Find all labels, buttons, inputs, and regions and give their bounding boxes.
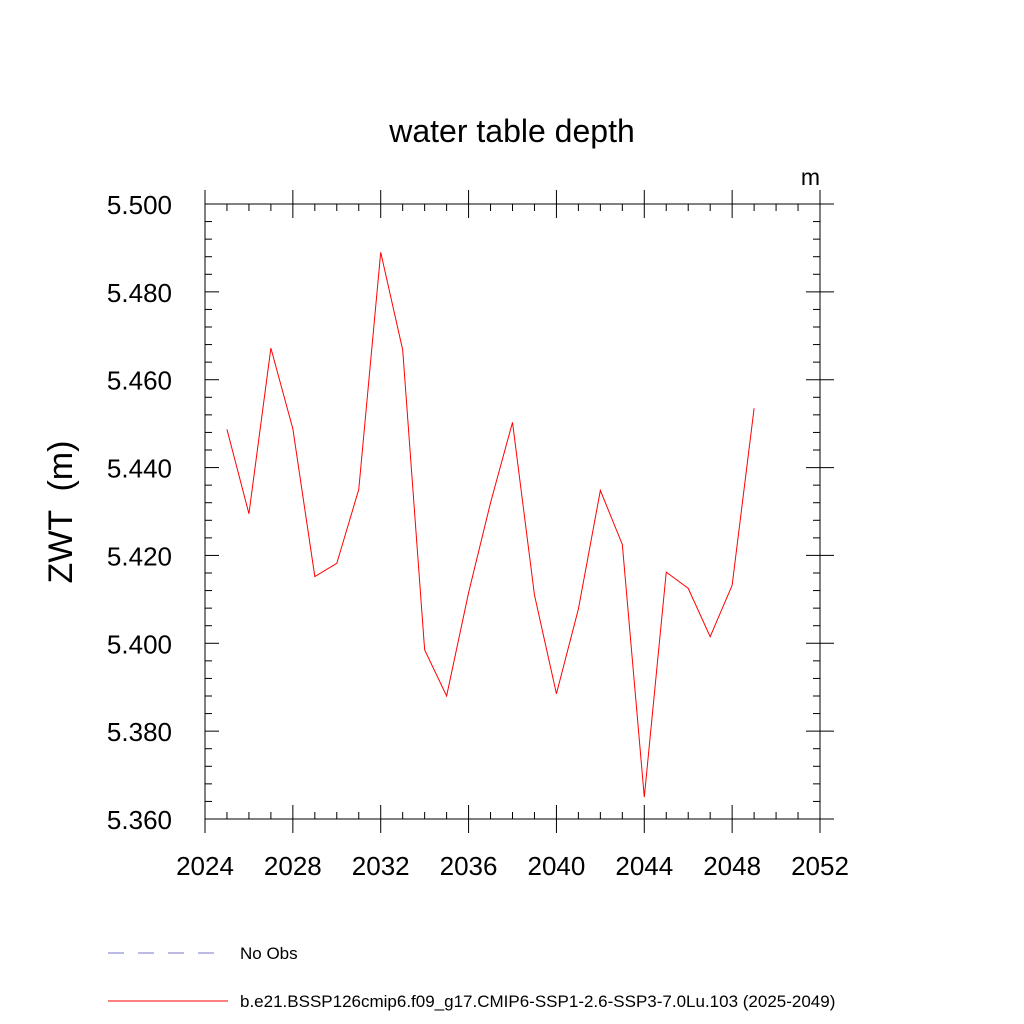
y-tick-label: 5.500 [107,190,172,220]
axis-ticks [204,190,834,833]
legend-label-no-obs: No Obs [240,944,298,963]
x-tick-label: 2028 [264,851,322,881]
x-tick-label: 2024 [176,851,234,881]
y-tick-label: 5.480 [107,278,172,308]
y-tick-label: 5.440 [107,454,172,484]
x-tick-label: 2044 [615,851,673,881]
x-tick-label: 2048 [703,851,761,881]
y-tick-label: 5.400 [107,629,172,659]
y-tick-label: 5.360 [107,805,172,835]
legend-label-series: b.e21.BSSP126cmip6.f09_g17.CMIP6-SSP1-2.… [240,992,835,1011]
x-tick-label: 2052 [791,851,849,881]
x-tick-label: 2040 [528,851,586,881]
units-label: m [801,164,820,190]
y-tick-label: 5.380 [107,717,172,747]
series-layer [226,252,755,798]
plot-frame [204,203,821,820]
chart-title: water table depth [388,113,635,149]
y-tick-label: 5.460 [107,366,172,396]
y-axis-label: ZWT (m) [42,441,80,584]
y-tick-label: 5.420 [107,541,172,571]
series-line-0 [226,252,755,798]
axis-tick-labels: 2024 2028 2032 2036 2040 2044 2048 2052 5.360 5.3… [107,190,849,881]
legend: No Obs b.e21.BSSP126cmip6.f09_g17.CMIP6-… [108,944,835,1011]
x-tick-label: 2032 [352,851,410,881]
x-tick-label: 2036 [440,851,498,881]
